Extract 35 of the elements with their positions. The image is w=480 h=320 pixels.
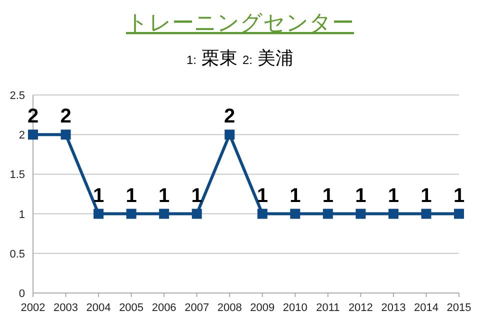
data-label: 1 — [388, 184, 400, 207]
y-tick-label: 0.5 — [10, 248, 25, 260]
x-tick-label: 2006 — [152, 302, 176, 314]
x-tick-label: 2008 — [217, 302, 242, 314]
x-tick-label: 2003 — [54, 302, 78, 314]
y-tick-label: 2 — [18, 130, 25, 142]
y-tick-label: 2.5 — [10, 90, 25, 102]
y-tick-label: 0 — [18, 288, 25, 300]
data-label: 1 — [92, 184, 104, 207]
chart-title: トレーニングセンター — [126, 10, 354, 35]
y-tick-label: 1.5 — [10, 169, 25, 182]
chart-subtitle: 1: 栗東 2: 美浦 — [186, 48, 294, 68]
data-label: 1 — [158, 184, 170, 207]
x-tick-label: 2009 — [250, 302, 275, 314]
x-tick-label: 2010 — [282, 302, 308, 314]
x-tick-label: 2012 — [348, 302, 373, 314]
x-tick-label: 2002 — [20, 302, 46, 314]
data-label: 2 — [224, 106, 236, 128]
x-tick-label: 2013 — [381, 302, 406, 314]
x-tick-label: 2005 — [119, 302, 144, 314]
x-tick-label: 2014 — [414, 302, 438, 314]
x-tick-label: 2011 — [316, 302, 340, 314]
data-label: 1 — [126, 184, 137, 207]
data-label: 1 — [256, 184, 268, 207]
data-label: 1 — [290, 184, 301, 207]
x-tick-label: 2007 — [184, 302, 210, 314]
data-label: 1 — [420, 184, 432, 207]
data-label: 1 — [355, 184, 366, 207]
y-tick-label: 1 — [18, 208, 25, 221]
data-label: 1 — [453, 184, 465, 207]
x-tick-label: 2015 — [446, 302, 472, 314]
data-label: 1 — [191, 184, 202, 207]
data-label: 1 — [322, 184, 334, 207]
data-label: 2 — [60, 106, 72, 128]
x-tick-label: 2004 — [86, 302, 111, 314]
